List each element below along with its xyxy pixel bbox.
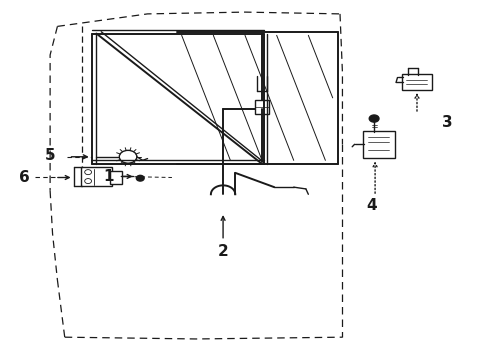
Text: 6: 6 <box>20 170 30 185</box>
FancyBboxPatch shape <box>363 131 395 158</box>
Text: 3: 3 <box>442 115 452 130</box>
FancyBboxPatch shape <box>110 171 122 184</box>
Circle shape <box>136 175 144 181</box>
Text: 5: 5 <box>45 148 55 163</box>
FancyBboxPatch shape <box>402 74 432 90</box>
Text: 2: 2 <box>218 244 228 259</box>
Circle shape <box>369 115 379 122</box>
Text: 1: 1 <box>103 169 114 184</box>
FancyBboxPatch shape <box>81 167 112 186</box>
Text: 4: 4 <box>367 198 377 212</box>
Bar <box>255 100 270 114</box>
